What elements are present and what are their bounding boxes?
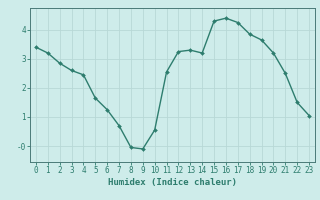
X-axis label: Humidex (Indice chaleur): Humidex (Indice chaleur) (108, 178, 237, 187)
